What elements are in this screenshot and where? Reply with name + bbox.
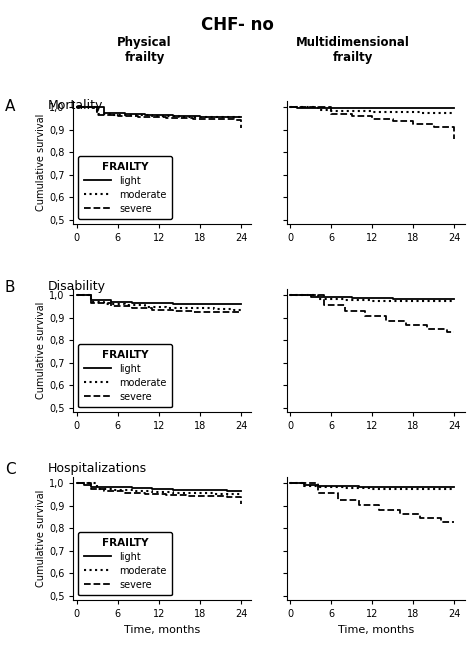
Y-axis label: Cumulative survival: Cumulative survival bbox=[36, 114, 46, 211]
Legend: light, moderate, severe: light, moderate, severe bbox=[78, 156, 173, 219]
X-axis label: Time, months: Time, months bbox=[337, 625, 414, 635]
Legend: light, moderate, severe: light, moderate, severe bbox=[78, 532, 173, 596]
Y-axis label: Cumulative survival: Cumulative survival bbox=[36, 490, 46, 587]
Y-axis label: Cumulative survival: Cumulative survival bbox=[36, 302, 46, 399]
Text: A: A bbox=[5, 99, 15, 114]
Text: Disability: Disability bbox=[47, 280, 105, 293]
Text: C: C bbox=[5, 462, 15, 477]
Text: Multidimensional
frailty: Multidimensional frailty bbox=[296, 36, 410, 64]
Text: Physical
frailty: Physical frailty bbox=[117, 36, 172, 64]
Text: CHF- no: CHF- no bbox=[201, 16, 273, 34]
Legend: light, moderate, severe: light, moderate, severe bbox=[78, 344, 173, 408]
Text: B: B bbox=[5, 280, 15, 295]
Text: Hospitalizations: Hospitalizations bbox=[47, 462, 146, 475]
X-axis label: Time, months: Time, months bbox=[124, 625, 201, 635]
Text: Mortality: Mortality bbox=[47, 99, 103, 112]
